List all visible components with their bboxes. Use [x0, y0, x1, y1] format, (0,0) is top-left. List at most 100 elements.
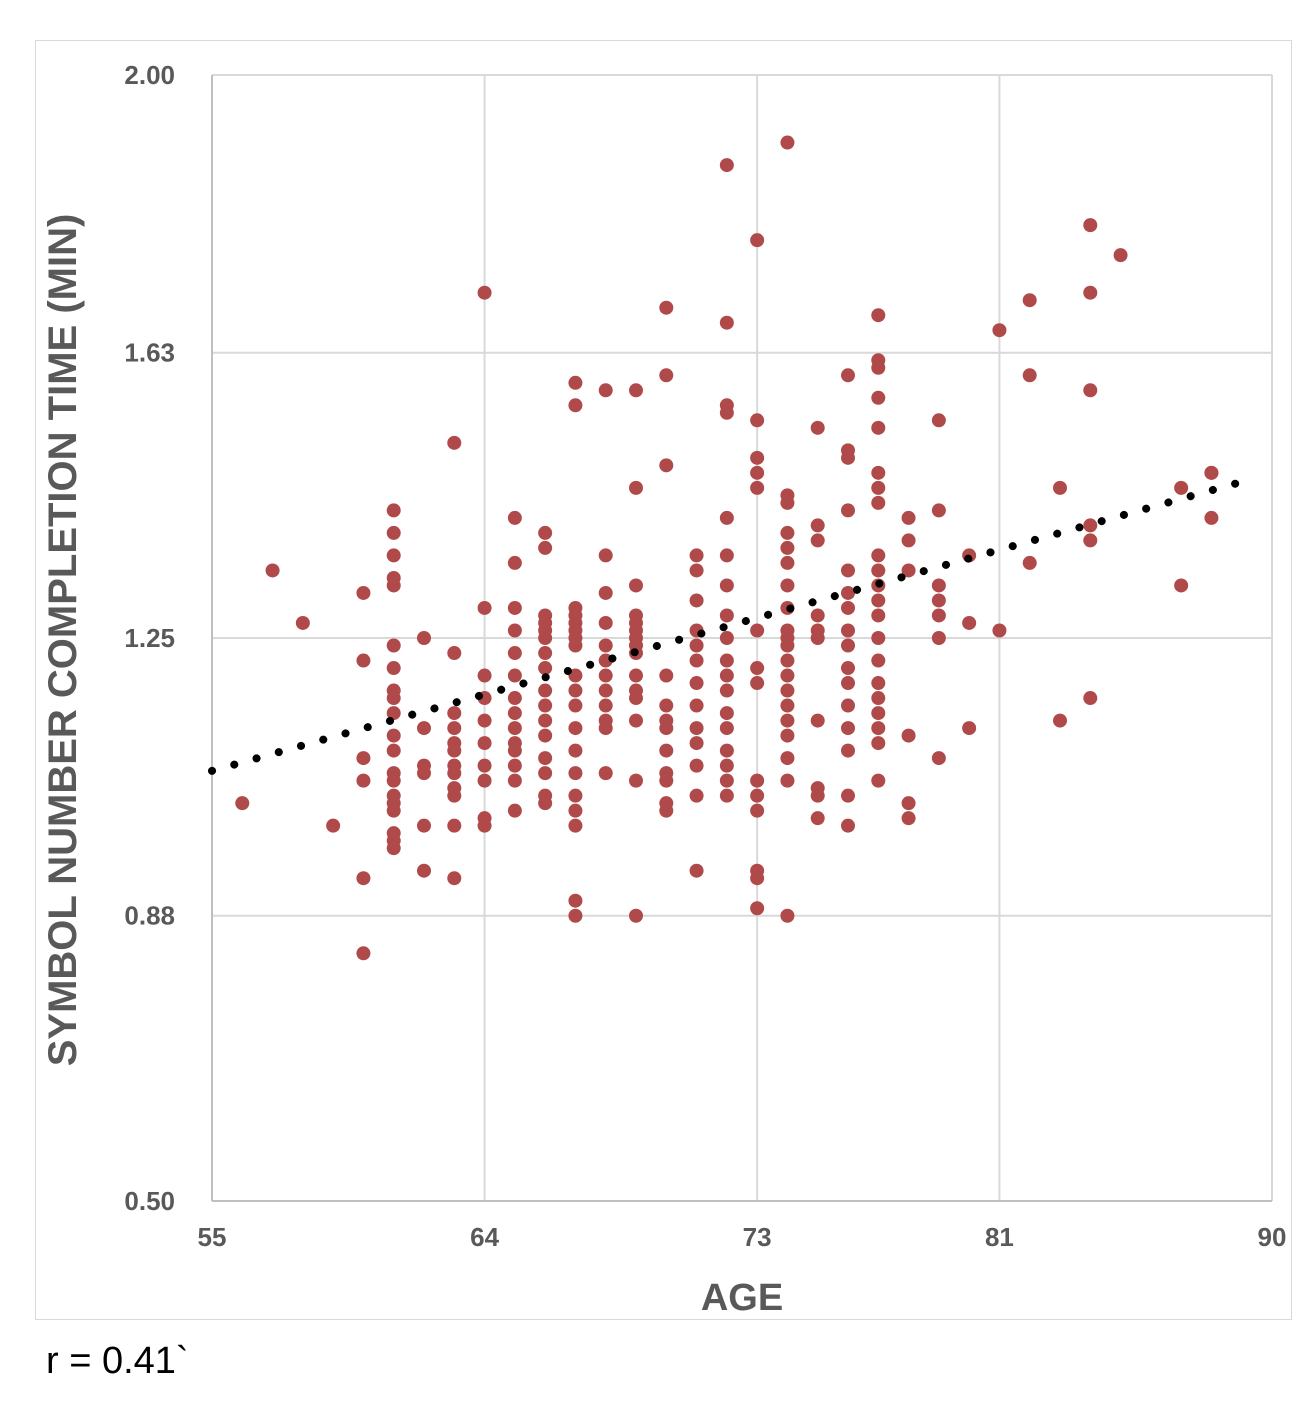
data-point [356, 773, 371, 788]
data-point [386, 503, 401, 518]
data-point [810, 788, 825, 803]
data-point [447, 788, 462, 803]
data-point [750, 901, 765, 916]
data-point [507, 773, 522, 788]
data-point [507, 691, 522, 706]
data-point [719, 405, 734, 420]
data-point [386, 661, 401, 676]
y-tick-label: 0.50 [124, 1186, 175, 1216]
data-point [629, 773, 643, 788]
data-point [629, 480, 643, 495]
data-point [901, 796, 916, 811]
data-point [356, 585, 371, 600]
data-point [477, 285, 492, 300]
data-point [659, 458, 674, 473]
y-tick-label: 1.25 [124, 623, 175, 653]
data-point [598, 548, 613, 563]
x-tick-label: 64 [470, 1222, 499, 1252]
data-point [871, 563, 886, 578]
data-point [901, 533, 916, 548]
data-point [901, 811, 916, 826]
data-point [810, 631, 825, 645]
data-point [538, 661, 553, 676]
data-point [689, 638, 704, 653]
data-point [507, 743, 522, 758]
data-point [962, 721, 977, 736]
data-point [810, 420, 825, 435]
data-point [719, 578, 734, 593]
data-point [538, 525, 553, 540]
data-point [871, 608, 886, 623]
data-point [871, 676, 886, 691]
data-point [750, 676, 765, 691]
data-point [417, 766, 431, 781]
data-point [871, 736, 886, 751]
y-axis-title: SYMBOL NUMBER COMPLETION TIME (MIN) [41, 214, 85, 1067]
data-point [1083, 383, 1098, 398]
data-point [719, 158, 734, 173]
data-point [659, 773, 674, 788]
data-point [871, 420, 886, 435]
data-point [356, 871, 371, 886]
data-point [992, 623, 1007, 638]
x-tick-label: 90 [1258, 1222, 1287, 1252]
data-point [659, 743, 674, 758]
data-point [841, 585, 855, 600]
data-point [629, 383, 643, 398]
data-point [689, 863, 704, 878]
data-point [931, 593, 946, 608]
data-point [750, 871, 765, 886]
data-point [447, 818, 462, 833]
data-point [719, 510, 734, 525]
data-point [750, 480, 765, 495]
trendline-dotted [208, 477, 1246, 775]
data-point [477, 668, 492, 683]
data-point [598, 683, 613, 698]
data-point [386, 841, 401, 856]
data-point [750, 773, 765, 788]
data-point [538, 728, 553, 743]
data-point [689, 698, 704, 713]
data-point [810, 518, 825, 533]
data-point [810, 608, 825, 623]
x-tick-label: 73 [743, 1222, 772, 1252]
data-point [1083, 533, 1098, 548]
data-point [417, 863, 431, 878]
y-tick-label: 2.00 [124, 60, 175, 90]
data-point [447, 721, 462, 736]
data-point [841, 503, 855, 518]
data-point [1174, 578, 1189, 593]
data-point [477, 600, 492, 615]
data-point [326, 818, 341, 833]
data-point [931, 608, 946, 623]
data-point [780, 683, 795, 698]
data-point [538, 646, 553, 661]
data-point [1083, 218, 1098, 233]
data-point [871, 593, 886, 608]
data-point [689, 676, 704, 691]
data-point [719, 706, 734, 721]
data-point [568, 638, 583, 653]
data-point [507, 721, 522, 736]
data-point [780, 668, 795, 683]
data-point [871, 721, 886, 736]
data-point [538, 540, 553, 555]
data-point [568, 398, 583, 413]
data-point [719, 315, 734, 330]
trendline [208, 477, 1246, 775]
data-point [629, 691, 643, 706]
data-point [871, 631, 886, 645]
data-point [780, 638, 795, 653]
data-point [780, 540, 795, 555]
data-point [598, 766, 613, 781]
data-point [871, 390, 886, 405]
data-point [568, 721, 583, 736]
data-point [477, 758, 492, 773]
data-point [780, 728, 795, 743]
data-point [507, 803, 522, 818]
data-point [598, 585, 613, 600]
data-point [356, 751, 371, 766]
data-point [386, 548, 401, 563]
data-point [507, 706, 522, 721]
data-point [659, 698, 674, 713]
